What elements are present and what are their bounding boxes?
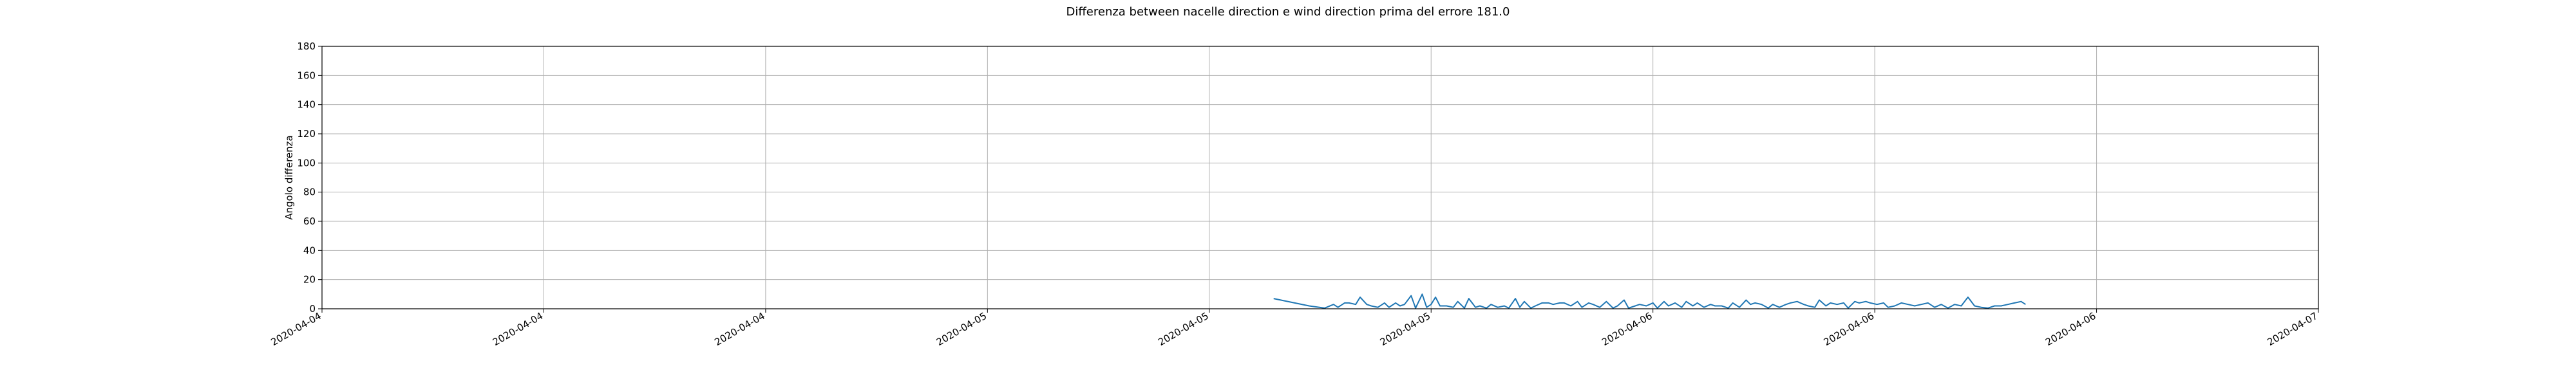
series-group <box>1273 293 2026 309</box>
y-tick-label: 140 <box>297 99 316 111</box>
x-tick-label: 2020-04-04 <box>491 310 545 348</box>
plot-frame <box>321 46 2319 309</box>
y-tick-label: 40 <box>303 244 316 256</box>
x-tick-label: 2020-04-06 <box>1600 310 1654 348</box>
y-axis-label: Angolo differenza <box>283 135 295 219</box>
y-tick-label: 100 <box>297 157 316 169</box>
x-axis: 2020-04-04 2020-04-04 2020-04-04 2020-04-05… <box>269 309 2320 348</box>
grid <box>321 46 2319 309</box>
y-tick-label: 80 <box>303 187 316 198</box>
x-tick-label: 2020-04-05 <box>1378 310 1433 348</box>
y-tick-label: 60 <box>303 216 316 227</box>
y-tick-label: 180 <box>297 41 316 52</box>
y-axis: 0 20 40 60 80 100 120 140 160 180 <box>297 41 322 315</box>
x-tick-label: 2020-04-04 <box>712 310 767 348</box>
x-tick-label: 2020-04-05 <box>1156 310 1211 348</box>
y-tick-label: 160 <box>297 69 316 81</box>
x-tick-label: 2020-04-06 <box>1822 310 1877 348</box>
x-tick-label: 2020-04-04 <box>269 310 323 348</box>
y-tick-label: 120 <box>297 128 316 140</box>
y-tick-label: 20 <box>303 274 316 286</box>
y-tick-label: 0 <box>309 303 316 315</box>
x-tick-label: 2020-04-05 <box>934 310 989 348</box>
x-tick-label: 2020-04-07 <box>2265 310 2320 348</box>
chart-title: Differenza between nacelle direction e w… <box>1066 5 1510 19</box>
x-tick-label: 2020-04-06 <box>2043 310 2098 348</box>
series-line <box>1273 293 2026 309</box>
